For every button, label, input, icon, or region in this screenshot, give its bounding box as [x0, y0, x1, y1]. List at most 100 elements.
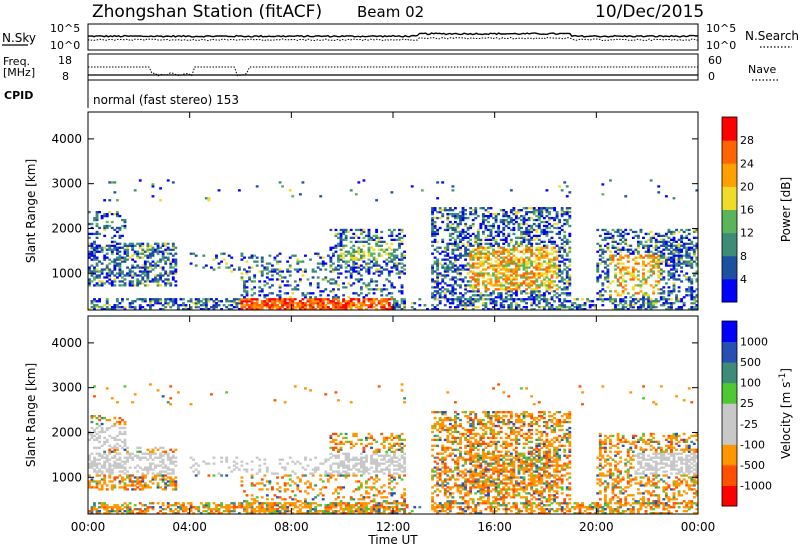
data-cell	[634, 292, 638, 295]
data-cell	[515, 246, 518, 249]
data-cell	[93, 266, 96, 269]
data-cell	[662, 298, 666, 301]
data-cell	[494, 302, 498, 305]
data-cell	[108, 452, 112, 455]
data-cell	[647, 250, 651, 253]
data-cell	[359, 288, 363, 291]
data-cell	[151, 458, 155, 461]
data-cell	[471, 302, 475, 305]
data-cell	[332, 448, 335, 451]
data-cell	[113, 212, 117, 216]
data-cell	[118, 214, 122, 218]
data-cell	[525, 256, 529, 259]
data-cell	[637, 270, 640, 273]
data-cell	[347, 304, 351, 307]
data-cell	[659, 274, 663, 277]
data-cell	[121, 432, 124, 436]
data-cell	[624, 300, 628, 303]
data-cell	[354, 228, 358, 232]
data-cell	[194, 254, 198, 257]
data-cell	[438, 246, 442, 249]
data-cell	[115, 264, 119, 267]
data-cell	[98, 458, 102, 461]
data-cell	[146, 246, 150, 249]
data-cell	[141, 244, 145, 247]
data-cell	[446, 284, 450, 287]
data-cell	[123, 284, 127, 287]
data-cell	[509, 278, 513, 281]
data-cell	[400, 256, 404, 259]
data-cell	[476, 252, 480, 255]
data-cell	[278, 270, 282, 273]
data-cell	[164, 284, 168, 287]
data-cell	[268, 482, 272, 485]
data-cell	[291, 470, 295, 473]
data-cell	[349, 272, 353, 275]
data-cell	[509, 216, 513, 220]
data-cell	[497, 212, 501, 216]
data-cell	[433, 224, 437, 228]
data-cell	[326, 300, 330, 303]
data-cell	[690, 264, 694, 267]
data-cell	[487, 272, 490, 275]
data-cell	[115, 226, 119, 230]
data-cell	[273, 512, 277, 515]
data-cell	[370, 302, 373, 305]
data-cell	[621, 300, 625, 303]
data-cell	[568, 264, 572, 267]
colorbar-tick-label: 16	[740, 204, 754, 217]
data-cell	[451, 286, 455, 289]
data-cell	[108, 474, 112, 477]
data-cell	[621, 236, 625, 240]
data-cell	[207, 512, 211, 515]
data-cell	[243, 296, 246, 299]
data-cell	[474, 294, 478, 297]
data-cell	[245, 308, 249, 311]
data-cell	[423, 304, 427, 307]
data-cell	[659, 268, 663, 271]
data-cell	[387, 302, 391, 305]
data-cell	[639, 256, 643, 259]
data-cell	[677, 262, 681, 265]
data-cell	[456, 278, 460, 281]
data-cell	[143, 298, 147, 301]
data-cell	[624, 248, 628, 251]
data-cell	[174, 502, 178, 505]
data-cell	[507, 254, 511, 257]
data-cell	[609, 256, 612, 259]
data-cell	[502, 246, 506, 249]
data-cell	[657, 270, 661, 273]
data-cell	[654, 300, 658, 303]
data-cell	[502, 252, 506, 255]
data-cell	[136, 274, 140, 277]
data-cell	[131, 488, 135, 491]
data-cell	[537, 238, 541, 241]
data-cell	[126, 244, 129, 247]
data-cell	[634, 256, 638, 259]
data-cell	[126, 254, 129, 257]
data-cell	[621, 246, 625, 249]
data-cell	[634, 250, 638, 253]
data-cell	[540, 282, 544, 285]
data-cell	[164, 464, 168, 467]
data-cell	[515, 214, 518, 218]
data-cell	[644, 282, 648, 285]
data-cell	[489, 228, 493, 232]
data-cell	[108, 308, 112, 311]
data-cell	[212, 456, 216, 459]
data-cell	[128, 456, 132, 459]
data-cell	[278, 290, 282, 293]
data-cell	[250, 300, 254, 303]
data-cell	[507, 264, 511, 267]
data-cell	[568, 300, 572, 303]
data-cell	[619, 254, 623, 257]
data-cell	[601, 300, 605, 303]
data-cell	[479, 242, 483, 245]
data-cell	[258, 508, 262, 511]
data-cell	[637, 244, 640, 247]
data-cell	[90, 466, 94, 469]
data-cell	[431, 304, 434, 307]
data-cell	[512, 292, 516, 295]
data-cell	[344, 266, 348, 269]
data-cell	[95, 446, 99, 449]
